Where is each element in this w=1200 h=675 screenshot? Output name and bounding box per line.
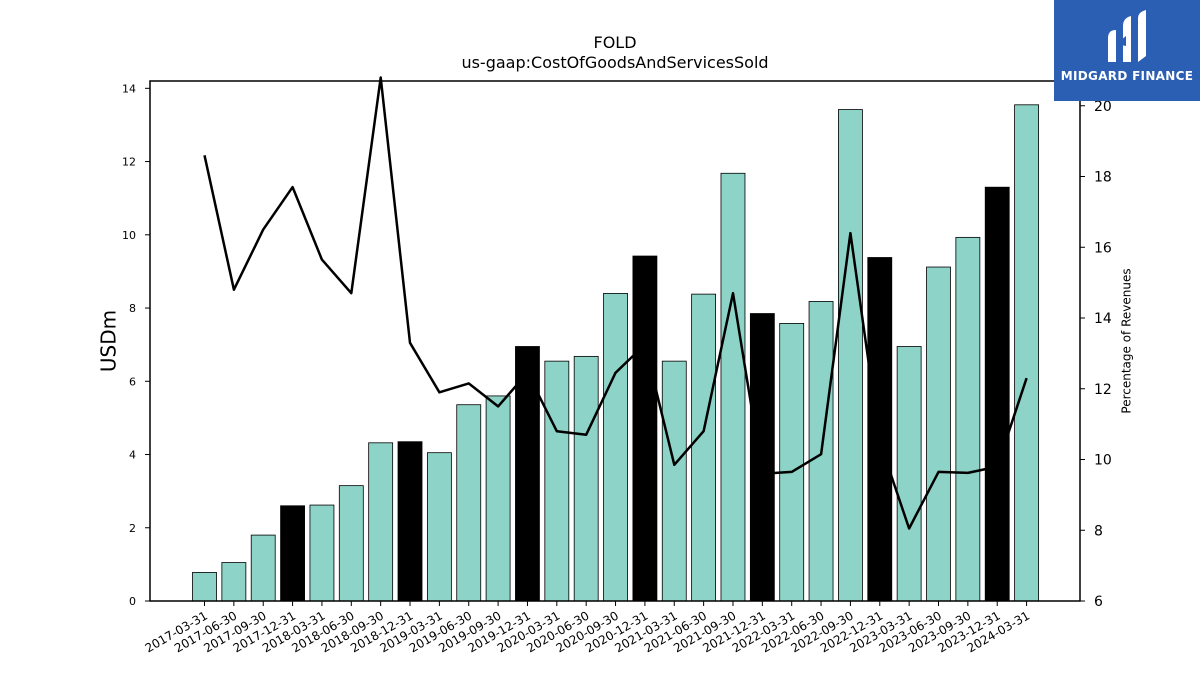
y2-tick-label: 16 <box>1094 240 1112 256</box>
x-axis: 2017-03-312017-06-302017-09-302017-12-31… <box>143 601 1032 655</box>
y-tick-label: 14 <box>122 82 136 95</box>
bar-2020-03-31 <box>544 360 570 602</box>
y2-tick-label: 10 <box>1094 453 1112 469</box>
bar-2019-06-30 <box>456 404 482 602</box>
y-tick-label: 12 <box>122 156 136 169</box>
y2-tick-label: 20 <box>1094 99 1112 115</box>
line-series <box>203 76 1028 530</box>
bar-2021-12-31 <box>749 313 775 602</box>
bar-2020-09-30 <box>603 292 628 602</box>
bar-2017-03-31 <box>192 572 217 602</box>
y2-tick-label: 8 <box>1094 523 1103 539</box>
bar-2022-09-30 <box>838 109 863 602</box>
chart-title: FOLD <box>593 33 637 52</box>
y2-axis-label: Percentage of Revenues <box>1120 268 1134 413</box>
bar-2018-03-31 <box>309 504 335 602</box>
y-tick-label: 8 <box>129 302 136 315</box>
y-tick-label: 10 <box>122 229 136 242</box>
bar-2024-03-31 <box>1014 104 1039 602</box>
bar-2019-12-31 <box>515 346 540 602</box>
bar-2018-06-30 <box>338 485 364 602</box>
y-tick-label: 6 <box>129 375 136 388</box>
bar-2023-06-30 <box>926 266 951 602</box>
bar-2018-09-30 <box>368 442 394 602</box>
plot-frame <box>149 80 1081 602</box>
bar-2021-06-30 <box>691 293 717 602</box>
brand-logo: MIDGARD FINANCE <box>1054 0 1200 101</box>
bar-2017-06-30 <box>221 562 247 602</box>
bar-2022-03-31 <box>779 323 805 602</box>
bar-2020-06-30 <box>573 355 599 602</box>
bar-2017-12-31 <box>280 505 305 602</box>
chart-subtitle: us-gaap:CostOfGoodsAndServicesSold <box>461 53 769 72</box>
bar-2019-09-30 <box>485 395 511 602</box>
y2-tick-label: 14 <box>1094 311 1112 327</box>
left-axis: 0 2 4 6 8 10 12 14 <box>122 82 150 608</box>
bar-2017-09-30 <box>250 534 276 602</box>
y2-tick-label: 6 <box>1094 594 1103 610</box>
y-axis-label: USDm <box>97 310 121 372</box>
bar-2018-12-31 <box>397 441 423 602</box>
bar-2020-12-31 <box>632 255 658 602</box>
bar-2019-03-31 <box>426 452 452 602</box>
y-tick-label: 2 <box>129 522 136 535</box>
bar-2023-09-30 <box>955 236 981 602</box>
bar-2021-03-31 <box>661 360 687 602</box>
bar-2023-12-31 <box>984 186 1010 602</box>
logo-mark-icon <box>1108 10 1146 62</box>
bar-2023-03-31 <box>896 346 922 602</box>
right-axis: 6 8 10 12 14 16 18 20 <box>1080 99 1112 610</box>
bar-2022-12-31 <box>867 257 893 602</box>
bar-series <box>192 104 1039 602</box>
logo-text: MIDGARD FINANCE <box>1060 69 1194 83</box>
y-tick-label: 4 <box>129 449 136 462</box>
bar-2021-09-30 <box>720 172 746 602</box>
y2-tick-label: 12 <box>1094 382 1112 398</box>
y-tick-label: 0 <box>129 595 136 608</box>
y2-tick-label: 18 <box>1094 170 1112 186</box>
